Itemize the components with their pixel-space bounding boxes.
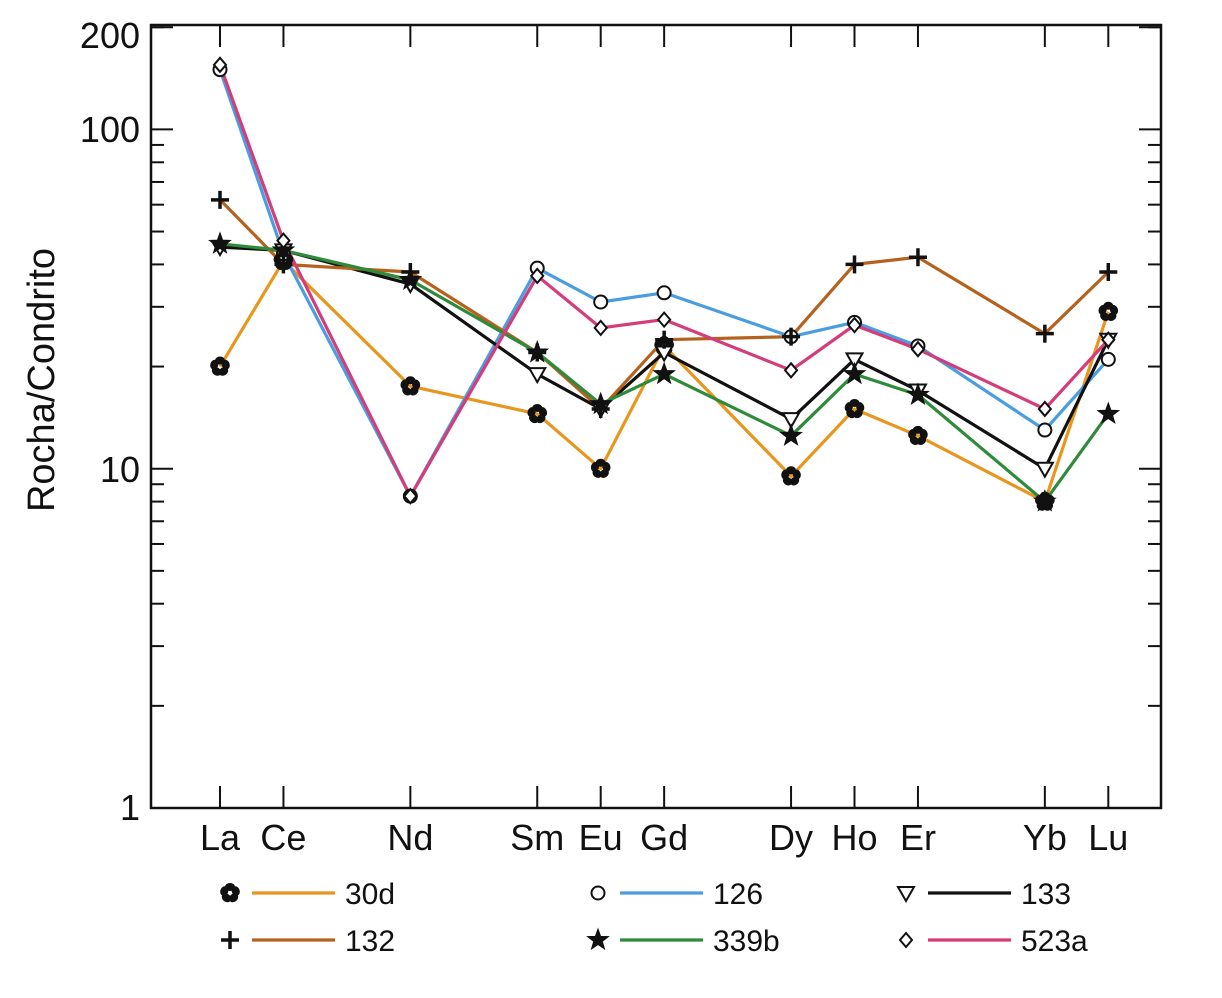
- series-point-523a-ce: [276, 232, 291, 250]
- series-point-30d-eu: [590, 458, 611, 478]
- legend-label-339b: 339b: [713, 925, 780, 958]
- series-point-132-ho: [845, 255, 864, 274]
- series-point-523a-dy: [783, 361, 799, 379]
- series-point-523a-yb: [1037, 400, 1053, 418]
- legend-item-30d: 30d: [220, 878, 395, 911]
- series-point-523a-eu: [593, 319, 609, 337]
- legend-label-30d: 30d: [345, 878, 395, 911]
- series-point-339b-nd: [398, 267, 423, 291]
- series-point-339b-ho: [842, 361, 867, 385]
- series-point-133-sm: [527, 367, 547, 385]
- series-point-339b-ce: [271, 237, 296, 261]
- series-point-523a-nd: [403, 487, 418, 505]
- series-point-30d-er: [908, 425, 928, 446]
- legend-marker-132: [221, 931, 239, 949]
- y-tick-label-200: 200: [80, 15, 140, 56]
- x-tick-label-yb: Yb: [1023, 817, 1067, 858]
- legend: 30d 132 126 339b 133 523a: [220, 878, 1088, 958]
- series-point-133-dy: [781, 412, 801, 430]
- legend-label-132: 132: [345, 925, 395, 958]
- legend-item-126: 126: [590, 878, 763, 911]
- x-axis-ticks: [219, 25, 1110, 808]
- x-tick-label-la: La: [200, 817, 241, 858]
- legend-marker-126: [590, 885, 606, 901]
- series-point-30d-dy: [781, 466, 801, 486]
- x-tick-label-gd: Gd: [640, 817, 688, 858]
- series-point-339b-la: [208, 231, 232, 254]
- series-point-523a-sm: [529, 267, 545, 285]
- x-tick-label-nd: Nd: [387, 817, 433, 858]
- y-axis-ticks: [151, 26, 1161, 809]
- series-point-132-er: [908, 248, 927, 267]
- legend-marker-133: [896, 886, 916, 904]
- y-tick-label-10: 10: [100, 449, 140, 490]
- series-point-132-gd: [655, 330, 674, 349]
- legend-label-126: 126: [713, 878, 763, 911]
- series-point-133-ho: [844, 352, 865, 370]
- y-tick-label-1: 1: [120, 787, 140, 828]
- series-point-523a-ho: [847, 316, 862, 334]
- series-point-339b-er: [906, 382, 930, 406]
- series-point-30d-la: [210, 356, 230, 376]
- legend-marker-523a: [898, 931, 914, 949]
- x-tick-label-ce: Ce: [260, 817, 306, 858]
- legend-marker-30d: [220, 883, 240, 903]
- series-point-339b-dy: [779, 423, 803, 446]
- legend-label-523a: 523a: [1021, 925, 1088, 958]
- legend-label-133: 133: [1021, 878, 1071, 911]
- legend-item-133: 133: [896, 878, 1071, 911]
- x-tick-label-er: Er: [900, 817, 936, 858]
- series-line-126: [218, 69, 1110, 498]
- x-tick-label-lu: Lu: [1088, 817, 1128, 858]
- legend-item-339b: 339b: [586, 925, 780, 958]
- x-tick-label-dy: Dy: [769, 817, 813, 858]
- series-point-126-gd: [656, 285, 672, 301]
- legend-marker-339b: [586, 927, 610, 951]
- series-point-339b-lu: [1096, 401, 1121, 425]
- series-point-30d-ho: [844, 398, 865, 419]
- legend-item-132: 132: [221, 925, 395, 958]
- series-point-339b-sm: [525, 340, 550, 363]
- series-markers: [208, 56, 1121, 512]
- series-point-132-lu: [1099, 262, 1118, 281]
- series-point-132-la: [211, 190, 229, 209]
- series-point-523a-er: [910, 340, 926, 358]
- x-axis-tick-labels: La Ce Nd Sm Eu Gd Dy Ho Er Yb Lu: [200, 817, 1128, 858]
- x-tick-label-sm: Sm: [510, 817, 564, 858]
- x-tick-label-ho: Ho: [831, 817, 877, 858]
- x-tick-label-eu: Eu: [579, 817, 623, 858]
- legend-item-523a: 523a: [898, 925, 1088, 958]
- series-point-132-yb: [1035, 324, 1054, 343]
- series-point-523a-la: [212, 56, 228, 74]
- series-point-523a-gd: [656, 311, 672, 329]
- series-point-30d-lu: [1098, 301, 1119, 322]
- y-axis-title: Rocha/Condrito: [21, 248, 63, 512]
- series-lines: [218, 64, 1110, 504]
- series-point-339b-gd: [652, 361, 677, 385]
- series-point-126-eu: [593, 294, 609, 310]
- plot-frame: [149, 23, 1163, 810]
- series-line-523a: [218, 64, 1110, 498]
- series-point-132-ce: [274, 255, 293, 274]
- series-point-126-yb: [1037, 422, 1053, 438]
- series-point-126-lu: [1100, 351, 1116, 367]
- series-point-523a-lu: [1100, 331, 1116, 349]
- series-point-339b-eu: [588, 391, 613, 415]
- series-point-133-yb: [1035, 461, 1055, 479]
- series-point-30d-nd: [400, 376, 421, 396]
- series-point-132-dy: [782, 327, 801, 346]
- series-point-30d-sm: [527, 403, 548, 424]
- y-tick-label-100: 100: [80, 109, 140, 150]
- y-axis-tick-labels: 1 10 100 200: [80, 15, 140, 828]
- series-point-339b-yb: [1032, 489, 1057, 512]
